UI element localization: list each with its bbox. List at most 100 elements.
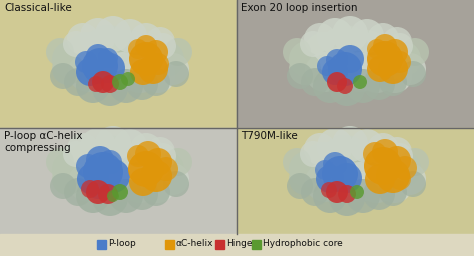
- Circle shape: [350, 129, 384, 163]
- Circle shape: [87, 177, 109, 199]
- Circle shape: [112, 74, 128, 90]
- Text: P-loop: P-loop: [108, 240, 136, 249]
- Circle shape: [289, 53, 321, 85]
- Circle shape: [332, 126, 368, 162]
- Bar: [252, 240, 261, 249]
- Circle shape: [130, 59, 156, 85]
- Circle shape: [98, 48, 118, 68]
- Circle shape: [109, 69, 143, 103]
- Circle shape: [92, 180, 128, 216]
- Circle shape: [107, 190, 119, 202]
- Circle shape: [75, 51, 97, 73]
- Circle shape: [129, 168, 157, 196]
- Circle shape: [367, 41, 403, 77]
- Circle shape: [393, 156, 417, 180]
- Circle shape: [328, 52, 362, 86]
- Circle shape: [52, 163, 84, 195]
- Circle shape: [363, 68, 395, 100]
- Circle shape: [287, 63, 313, 89]
- Circle shape: [318, 157, 362, 201]
- Circle shape: [385, 151, 421, 187]
- Circle shape: [365, 146, 405, 186]
- Circle shape: [126, 178, 158, 210]
- Circle shape: [387, 33, 413, 59]
- Circle shape: [346, 69, 380, 103]
- Circle shape: [126, 68, 158, 100]
- Circle shape: [332, 16, 368, 52]
- Circle shape: [385, 41, 421, 77]
- Circle shape: [321, 25, 369, 73]
- Bar: [0, 234, 474, 256]
- Circle shape: [345, 140, 389, 184]
- Circle shape: [148, 41, 184, 77]
- Text: Hydrophobic core: Hydrophobic core: [263, 240, 343, 249]
- Circle shape: [358, 55, 396, 93]
- Circle shape: [387, 143, 413, 169]
- Circle shape: [358, 165, 396, 203]
- Circle shape: [142, 68, 170, 96]
- Circle shape: [95, 16, 131, 52]
- Circle shape: [66, 32, 110, 76]
- Circle shape: [101, 75, 119, 93]
- Circle shape: [304, 23, 336, 55]
- Circle shape: [394, 53, 426, 85]
- Circle shape: [127, 145, 149, 167]
- Circle shape: [164, 38, 192, 66]
- Circle shape: [304, 133, 336, 165]
- Circle shape: [92, 71, 114, 93]
- Circle shape: [103, 162, 143, 202]
- Circle shape: [96, 159, 130, 193]
- Text: P-loop αC-helix
compressing: P-loop αC-helix compressing: [4, 131, 82, 153]
- Text: αC-helix: αC-helix: [176, 240, 213, 249]
- Circle shape: [150, 143, 176, 169]
- Circle shape: [148, 151, 184, 187]
- Circle shape: [372, 139, 398, 165]
- Circle shape: [88, 76, 104, 92]
- Circle shape: [86, 146, 114, 174]
- Circle shape: [84, 135, 132, 183]
- Circle shape: [346, 179, 380, 213]
- Circle shape: [364, 147, 402, 185]
- Circle shape: [322, 156, 358, 192]
- Circle shape: [378, 169, 412, 203]
- Circle shape: [379, 178, 407, 206]
- Circle shape: [313, 179, 347, 213]
- Circle shape: [329, 180, 365, 216]
- Bar: [237, 0, 474, 128]
- Circle shape: [401, 148, 429, 176]
- Circle shape: [315, 160, 335, 180]
- Circle shape: [64, 68, 92, 96]
- Circle shape: [128, 36, 168, 76]
- Circle shape: [367, 23, 399, 55]
- Circle shape: [140, 160, 172, 192]
- Circle shape: [345, 30, 389, 74]
- Circle shape: [103, 52, 143, 92]
- Circle shape: [50, 173, 76, 199]
- Circle shape: [321, 135, 369, 183]
- Circle shape: [80, 128, 116, 164]
- Circle shape: [316, 165, 344, 193]
- Circle shape: [350, 19, 384, 53]
- Circle shape: [63, 141, 89, 167]
- Circle shape: [135, 35, 157, 57]
- Circle shape: [46, 38, 74, 66]
- Circle shape: [322, 59, 348, 85]
- Circle shape: [305, 52, 345, 92]
- Circle shape: [81, 47, 125, 91]
- Circle shape: [81, 157, 125, 201]
- Circle shape: [318, 47, 362, 91]
- Circle shape: [164, 148, 192, 176]
- Circle shape: [80, 18, 116, 54]
- Circle shape: [383, 146, 411, 174]
- Circle shape: [52, 41, 88, 77]
- Circle shape: [141, 59, 175, 93]
- Circle shape: [321, 182, 337, 198]
- Circle shape: [363, 142, 387, 166]
- Circle shape: [68, 52, 108, 92]
- Circle shape: [129, 42, 163, 76]
- Circle shape: [128, 151, 164, 187]
- Circle shape: [112, 184, 128, 200]
- Circle shape: [95, 126, 131, 162]
- Circle shape: [84, 25, 132, 73]
- Bar: [97, 240, 106, 249]
